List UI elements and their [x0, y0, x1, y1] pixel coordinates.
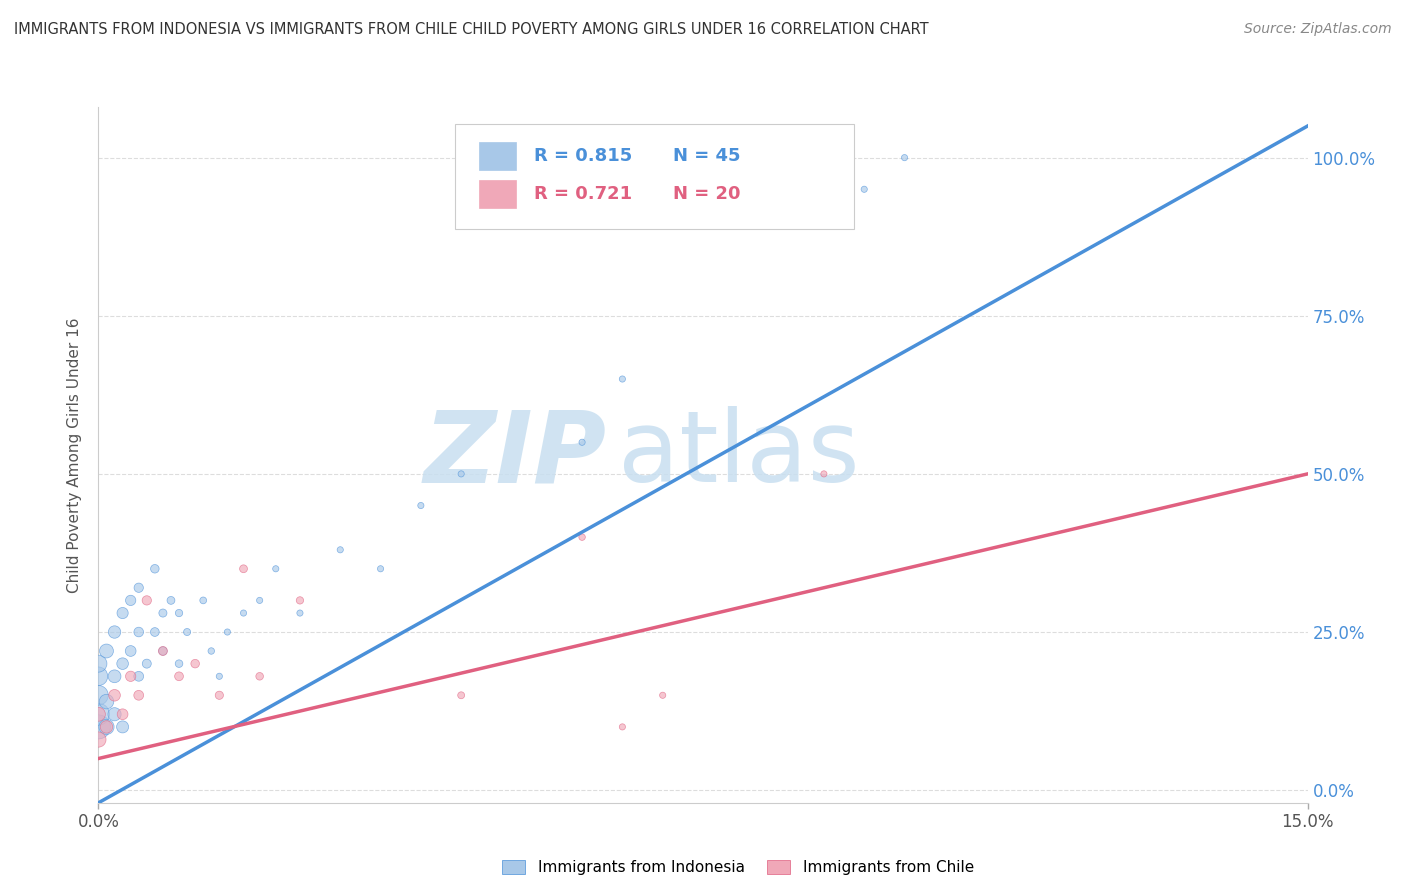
Point	[87, 732, 110, 747]
Point	[111, 707, 134, 722]
Point	[87, 657, 110, 671]
Point	[208, 669, 231, 683]
FancyBboxPatch shape	[456, 124, 855, 229]
Point	[853, 182, 876, 196]
Point	[87, 707, 110, 722]
Point	[152, 644, 174, 658]
Point	[103, 688, 125, 702]
Point	[217, 625, 239, 640]
Point	[813, 214, 835, 228]
Legend: Immigrants from Indonesia, Immigrants from Chile: Immigrants from Indonesia, Immigrants fr…	[496, 854, 980, 881]
Point	[135, 657, 157, 671]
Point	[612, 720, 634, 734]
Point	[193, 593, 215, 607]
Point	[232, 606, 254, 620]
Point	[208, 688, 231, 702]
Point	[96, 695, 118, 709]
Point	[111, 720, 134, 734]
Point	[87, 720, 110, 734]
Point	[128, 581, 150, 595]
Text: IMMIGRANTS FROM INDONESIA VS IMMIGRANTS FROM CHILE CHILD POVERTY AMONG GIRLS UND: IMMIGRANTS FROM INDONESIA VS IMMIGRANTS …	[14, 22, 929, 37]
Point	[651, 688, 673, 702]
Point	[103, 707, 125, 722]
Y-axis label: Child Poverty Among Girls Under 16: Child Poverty Among Girls Under 16	[67, 318, 83, 592]
Point	[128, 625, 150, 640]
Point	[167, 657, 190, 671]
Point	[111, 657, 134, 671]
Point	[176, 625, 198, 640]
Point	[571, 530, 593, 544]
Point	[288, 593, 311, 607]
Point	[813, 467, 835, 481]
Point	[232, 562, 254, 576]
Point	[329, 542, 352, 557]
Bar	[479, 142, 516, 169]
Point	[111, 606, 134, 620]
Point	[370, 562, 392, 576]
Point	[96, 644, 118, 658]
Point	[200, 644, 222, 658]
Point	[167, 606, 190, 620]
Point	[167, 669, 190, 683]
Point	[184, 657, 207, 671]
Point	[87, 688, 110, 702]
Point	[152, 644, 174, 658]
Point	[128, 688, 150, 702]
Point	[103, 669, 125, 683]
Point	[288, 606, 311, 620]
Point	[96, 720, 118, 734]
Point	[249, 669, 271, 683]
Text: atlas: atlas	[619, 407, 860, 503]
Text: N = 20: N = 20	[673, 185, 741, 203]
Point	[612, 372, 634, 386]
Point	[249, 593, 271, 607]
Point	[135, 593, 157, 607]
Point	[143, 625, 166, 640]
Point	[450, 467, 472, 481]
Point	[571, 435, 593, 450]
Bar	[479, 180, 516, 208]
Point	[87, 669, 110, 683]
Point	[264, 562, 287, 576]
Point	[128, 669, 150, 683]
Text: R = 0.815: R = 0.815	[534, 147, 631, 165]
Point	[120, 644, 142, 658]
Point	[103, 625, 125, 640]
Point	[152, 606, 174, 620]
Point	[450, 688, 472, 702]
Text: R = 0.721: R = 0.721	[534, 185, 631, 203]
Point	[160, 593, 183, 607]
Point	[87, 707, 110, 722]
Text: ZIP: ZIP	[423, 407, 606, 503]
Point	[409, 499, 432, 513]
Text: Source: ZipAtlas.com: Source: ZipAtlas.com	[1244, 22, 1392, 37]
Point	[893, 151, 915, 165]
Text: N = 45: N = 45	[673, 147, 741, 165]
Point	[96, 720, 118, 734]
Point	[120, 593, 142, 607]
Point	[120, 669, 142, 683]
Point	[143, 562, 166, 576]
